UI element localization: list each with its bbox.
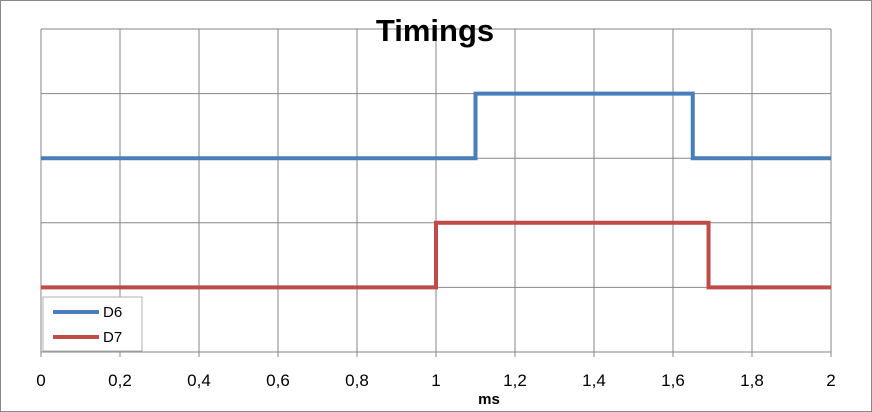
- x-tick-labels: 0 0,2 0,4 0,6 0,8 1 1,2 1,4 1,6 1,8 2: [36, 371, 835, 390]
- x-tick-label: 1,6: [661, 371, 685, 390]
- legend-label-d6: D6: [103, 304, 122, 321]
- x-tick-label: 0,8: [345, 371, 369, 390]
- series-d6-line: [41, 91, 831, 161]
- legend-label-d7: D7: [103, 329, 122, 346]
- legend: D6 D7: [42, 296, 143, 352]
- x-tick-label: 1,8: [740, 371, 764, 390]
- axes: [40, 29, 832, 357]
- chart-title: Timings: [376, 13, 494, 48]
- x-tick-label: 2: [826, 371, 835, 390]
- x-tick-label: 0,4: [187, 371, 211, 390]
- x-tick-label: 1,4: [582, 371, 606, 390]
- x-tick-label: 1: [431, 371, 440, 390]
- series-layer: [41, 91, 831, 290]
- x-tick-label: 1,2: [503, 371, 527, 390]
- legend-box: [42, 296, 143, 352]
- x-tick-label: 0,2: [108, 371, 132, 390]
- series-d7-line: [41, 220, 831, 290]
- grid: [40, 28, 832, 353]
- x-tick-label: 0,6: [266, 371, 290, 390]
- x-axis-label: ms: [478, 391, 500, 408]
- x-tick-label: 0: [36, 371, 45, 390]
